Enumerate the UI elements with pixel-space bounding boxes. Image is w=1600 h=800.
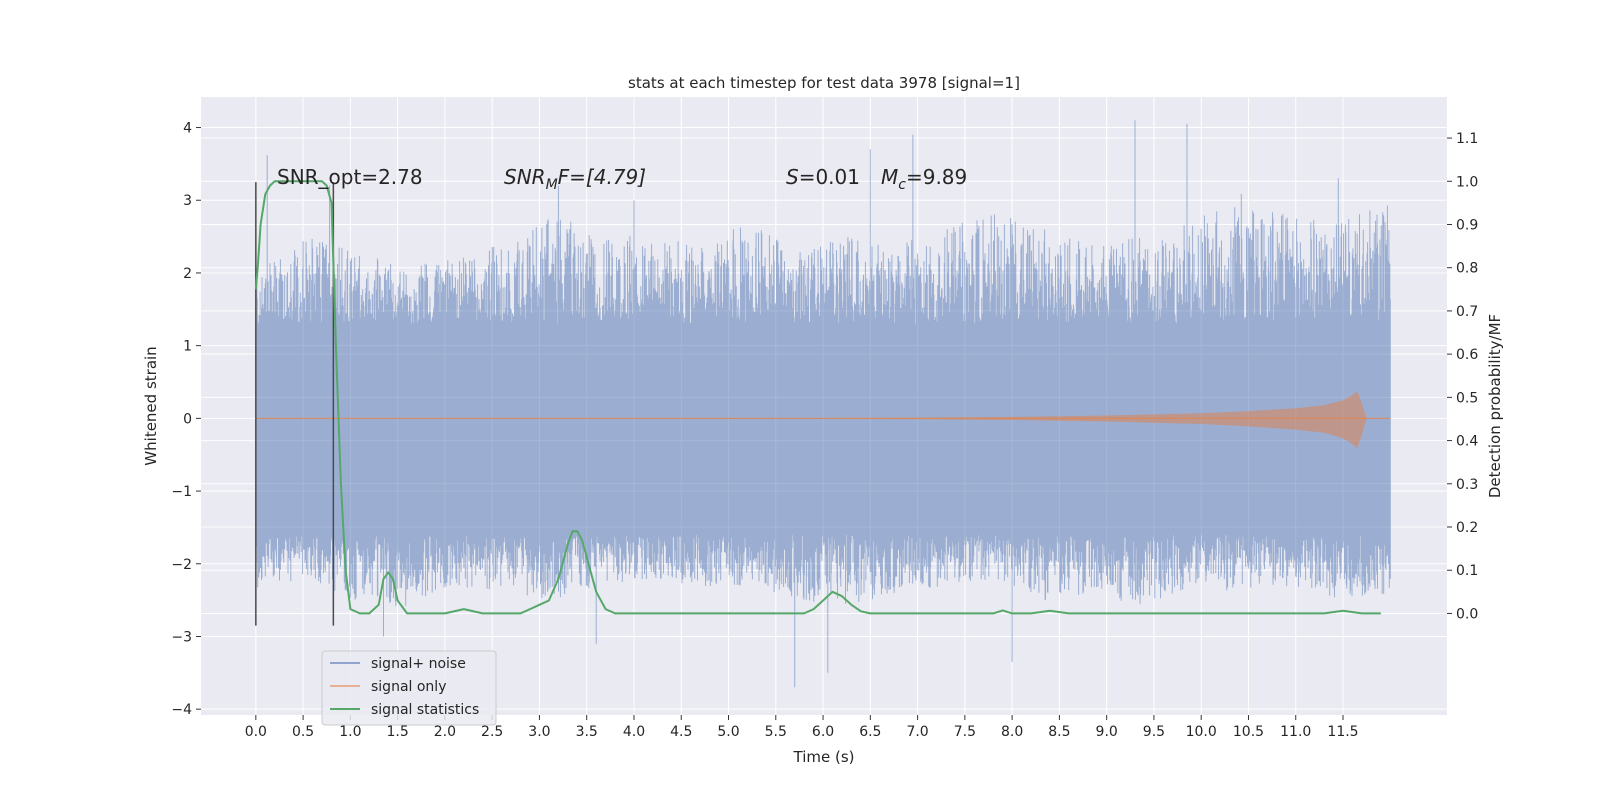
y2-tick-label: 1.1 <box>1456 131 1478 147</box>
mc-value: =9.89 <box>906 165 967 189</box>
chart-title: stats at each timestep for test data 397… <box>628 74 1020 92</box>
y-tick-label: 0 <box>183 411 192 427</box>
s-value: =0.01 <box>799 165 860 189</box>
y-tick-label: 3 <box>183 193 192 209</box>
y2-tick-label: 0.9 <box>1456 217 1478 233</box>
y2-tick-label: 0.2 <box>1456 520 1478 536</box>
y2-axis-label: Detection probability/MF <box>1486 314 1504 498</box>
x-tick-label: 3.5 <box>576 724 598 740</box>
s-annotation: S=0.01 <box>786 165 860 189</box>
y2-tick-label: 1.0 <box>1456 174 1478 190</box>
x-tick-label: 4.0 <box>623 724 645 740</box>
y-tick-label: −3 <box>171 629 192 645</box>
x-tick-label: 8.0 <box>1001 724 1023 740</box>
mc-annotation: Mc=9.89 <box>881 165 967 193</box>
x-tick-label: 8.5 <box>1048 724 1070 740</box>
snr-mf-prefix: SNR <box>504 165 546 189</box>
y-tick-label: 2 <box>183 266 192 282</box>
y-tick-label: −1 <box>171 484 192 500</box>
x-axis-label: Time (s) <box>793 748 855 766</box>
y2-tick-label: 0.1 <box>1456 563 1478 579</box>
y-tick-label: 4 <box>183 121 192 137</box>
x-tick-label: 0.0 <box>245 724 267 740</box>
legend-label-signal: signal only <box>371 679 446 695</box>
x-tick-label: 7.5 <box>954 724 976 740</box>
x-tick-label: 3.0 <box>528 724 550 740</box>
signal-envelope <box>255 390 1391 449</box>
signal-only-series <box>255 390 1391 449</box>
snr-mf-annotation: SNRMF=[4.79] <box>504 165 646 193</box>
mc-prefix: M <box>881 165 898 189</box>
statistics-line <box>254 180 1381 615</box>
x-tick-label: 1.5 <box>387 724 409 740</box>
x-tick-label: 9.5 <box>1143 724 1165 740</box>
x-tick-label: 4.5 <box>670 724 692 740</box>
y-tick-label: −4 <box>171 702 192 718</box>
x-tick-label: 10.5 <box>1233 724 1264 740</box>
x-tick-label: 11.5 <box>1327 724 1358 740</box>
y2-tick-label: 0.6 <box>1456 347 1478 363</box>
x-tick-label: 5.5 <box>765 724 787 740</box>
snr-opt-annotation: SNR_opt=2.78 <box>277 165 423 189</box>
x-tick-label: 6.0 <box>812 724 834 740</box>
y2-tick-label: 0.8 <box>1456 261 1478 277</box>
x-tick-label: 2.5 <box>481 724 503 740</box>
legend-label-stats: signal statistics <box>371 702 479 718</box>
x-tick-label: 5.0 <box>717 724 739 740</box>
y-tick-label: −2 <box>171 557 192 573</box>
y2-tick-label: 0.3 <box>1456 477 1478 493</box>
y2-tick-label: 0.7 <box>1456 304 1478 320</box>
snr-mf-suffix: F=[4.79] <box>558 165 646 189</box>
y2-tick-label: 0.0 <box>1456 606 1478 622</box>
legend: signal+ noise signal only signal statist… <box>321 650 497 726</box>
x-tick-label: 9.0 <box>1096 724 1118 740</box>
snr-mf-sub: M <box>546 177 558 193</box>
x-tick-label: 11.0 <box>1280 724 1311 740</box>
x-tick-label: 7.0 <box>906 724 928 740</box>
x-tick-label: 0.5 <box>292 724 314 740</box>
y-axis-ticks: −4 −3 −2 −1 0 1 2 3 4 <box>171 121 201 718</box>
y-axis-label: Whitened strain <box>142 346 160 465</box>
x-tick-label: 2.0 <box>434 724 456 740</box>
y2-tick-label: 0.5 <box>1456 390 1478 406</box>
mc-sub: c <box>898 177 906 193</box>
s-prefix: S <box>786 165 799 189</box>
x-tick-label: 1.0 <box>339 724 361 740</box>
y2-axis-ticks: 0.0 0.1 0.2 0.3 0.4 0.5 0.6 0.7 0.8 0.9 1.0 1.1 <box>1447 131 1478 622</box>
statistics-series <box>254 180 1381 615</box>
y-tick-label: 1 <box>183 339 192 355</box>
legend-label-noise: signal+ noise <box>371 656 466 672</box>
x-axis-ticks: 0.0 0.5 1.0 1.5 2.0 2.5 3.0 3.5 4.0 4.5 5.0 5.5 6.0 6… <box>245 715 1359 740</box>
y2-tick-label: 0.4 <box>1456 434 1478 450</box>
x-tick-label: 10.0 <box>1186 724 1217 740</box>
legend-box <box>321 650 497 726</box>
x-tick-label: 6.5 <box>859 724 881 740</box>
